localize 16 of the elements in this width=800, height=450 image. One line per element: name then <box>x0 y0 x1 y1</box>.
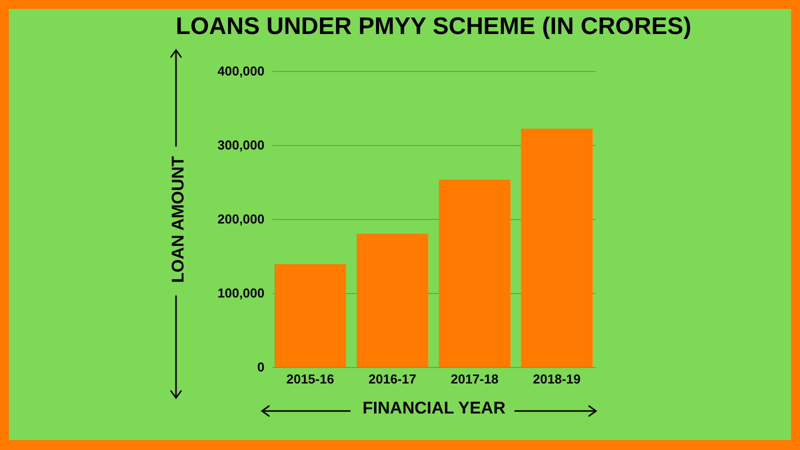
y-tick-label: 400,000 <box>218 64 264 78</box>
y-tick-label: 300,000 <box>218 138 264 152</box>
bar <box>356 234 428 367</box>
x-axis-title: FINANCIAL YEAR <box>362 398 506 418</box>
chart-title: LOANS UNDER PMYY SCHEME (IN CRORES) <box>176 13 692 40</box>
y-tick-label: 0 <box>257 360 264 374</box>
x-tick-label: 2016-17 <box>368 372 416 386</box>
y-tick-label: 200,000 <box>218 212 264 226</box>
x-tick-label: 2017-18 <box>450 372 498 386</box>
y-axis-title: LOAN AMOUNT <box>168 155 188 283</box>
bar <box>438 180 510 367</box>
y-tick-label: 100,000 <box>218 286 264 300</box>
x-tick-label: 2015-16 <box>286 372 334 386</box>
x-tick-label: 2018-19 <box>532 372 581 386</box>
bar <box>274 264 346 367</box>
bar <box>521 128 593 367</box>
